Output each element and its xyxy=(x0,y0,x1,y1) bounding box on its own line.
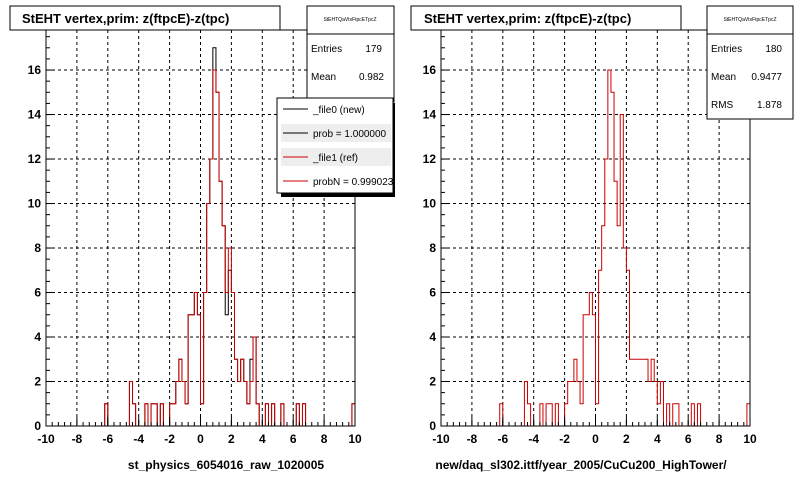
right-y-tick-label: 8 xyxy=(429,241,436,255)
left-y-tick-label: 16 xyxy=(28,63,42,77)
right-y-tick-label: 4 xyxy=(429,330,436,344)
right-stats-rms-value: 1.878 xyxy=(757,100,782,111)
legend-entry-prob: prob = 1.000000 xyxy=(313,129,387,140)
right-y-tick-label: 14 xyxy=(423,108,437,122)
left-legend: _file0 (new) prob = 1.000000 _file1 (ref… xyxy=(276,97,395,197)
left-title-box: StEHT vertex,prim: z(ftpcE)-z(tpc) xyxy=(9,5,281,31)
right-stats-name: StEHTQaVtxFtpcETpcZ xyxy=(723,17,776,23)
left-y-tick-label: 0 xyxy=(34,419,41,433)
left-y-tick-label: 12 xyxy=(28,152,42,166)
right-x-tick-label: -6 xyxy=(497,432,508,446)
right-y-tick-label: 2 xyxy=(429,375,436,389)
left-stats-entries-label: Entries xyxy=(311,44,342,55)
right-x-tick-label: 2 xyxy=(623,432,630,446)
left-x-tick-label: 8 xyxy=(321,432,328,446)
right-x-tick-label: 0 xyxy=(592,432,599,446)
left-x-tick-label: 6 xyxy=(290,432,297,446)
left-y-tick-label: 6 xyxy=(34,286,41,300)
right-x-tick-label: 6 xyxy=(685,432,692,446)
left-stats-name: StEHTQaVtxFtpcETpcZ xyxy=(323,17,376,23)
left-x-tick-label: -2 xyxy=(164,432,175,446)
right-title-box: StEHT vertex,prim: z(ftpcE)-z(tpc) xyxy=(410,5,682,31)
left-x-tick-label: -10 xyxy=(37,432,55,446)
left-y-tick-label: 10 xyxy=(28,197,42,211)
legend-entry-probn: probN = 0.999023 xyxy=(313,177,394,188)
right-y-tick-label: 6 xyxy=(429,286,436,300)
right-x-tick-label: 8 xyxy=(716,432,723,446)
left-stats-mean-label: Mean xyxy=(311,72,336,83)
left-x-tick-label: 10 xyxy=(348,432,362,446)
left-x-tick-label: -4 xyxy=(133,432,144,446)
right-x-tick-label: 4 xyxy=(654,432,661,446)
left-y-tick-label: 14 xyxy=(28,108,42,122)
right-y-tick-label: 12 xyxy=(423,152,437,166)
left-y-tick-label: 2 xyxy=(34,375,41,389)
right-stats-entries-value: 180 xyxy=(765,44,782,55)
right-x-axis-label: new/daq_sl302.ittf/year_2005/CuCu200_Hig… xyxy=(435,458,727,472)
left-x-axis-label: st_physics_6054016_raw_1020005 xyxy=(128,458,324,472)
right-stats-box: StEHTQaVtxFtpcETpcZ Entries 180 Mean 0.9… xyxy=(706,5,794,120)
left-stats-entries-value: 179 xyxy=(365,44,382,55)
left-x-tick-label: 0 xyxy=(197,432,204,446)
legend-entry-ref: _file1 (ref) xyxy=(312,153,358,164)
left-x-tick-label: 4 xyxy=(259,432,266,446)
left-histogram-panel: -10 -8 -6 -4 -2 0 2 4 6 8 10 0 2 4 6 8 10 12 14 16 StEHT ve… xyxy=(9,5,395,472)
right-y-tick-label: 16 xyxy=(423,63,437,77)
left-x-tick-label: 2 xyxy=(228,432,235,446)
right-x-tick-label: -2 xyxy=(559,432,570,446)
right-stats-mean-label: Mean xyxy=(711,72,736,83)
right-axes: -10 -8 -6 -4 -2 0 2 4 6 8 10 0 2 4 6 8 10 12 14 16 xyxy=(423,36,757,446)
left-chart-title: StEHT vertex,prim: z(ftpcE)-z(tpc) xyxy=(22,11,229,26)
legend-entry-new: _file0 (new) xyxy=(312,105,365,116)
right-y-tick-label: 0 xyxy=(429,419,436,433)
right-stats-rms-label: RMS xyxy=(711,100,734,111)
right-y-tick-label: 10 xyxy=(423,197,437,211)
left-axes: -10 -8 -6 -4 -2 0 2 4 6 8 10 0 2 4 6 8 10 12 14 16 xyxy=(28,36,362,446)
right-stats-mean-value: 0.9477 xyxy=(751,72,782,83)
left-stats-box: StEHTQaVtxFtpcETpcZ Entries 179 Mean 0.9… xyxy=(306,5,395,103)
right-histogram-panel: -10 -8 -6 -4 -2 0 2 4 6 8 10 0 2 4 6 8 10 12 14 16 StEHT ve… xyxy=(410,5,794,472)
right-stats-entries-label: Entries xyxy=(711,44,742,55)
right-x-tick-label: -8 xyxy=(467,432,478,446)
left-x-tick-label: -8 xyxy=(72,432,83,446)
left-y-tick-label: 4 xyxy=(34,330,41,344)
left-grid xyxy=(46,30,355,426)
left-stats-mean-value: 0.982 xyxy=(359,72,384,83)
right-x-tick-label: -10 xyxy=(432,432,450,446)
right-x-tick-label: 10 xyxy=(743,432,757,446)
left-x-tick-label: -6 xyxy=(102,432,113,446)
left-y-tick-label: 8 xyxy=(34,241,41,255)
right-chart-title: StEHT vertex,prim: z(ftpcE)-z(tpc) xyxy=(424,11,631,26)
right-x-tick-label: -4 xyxy=(528,432,539,446)
